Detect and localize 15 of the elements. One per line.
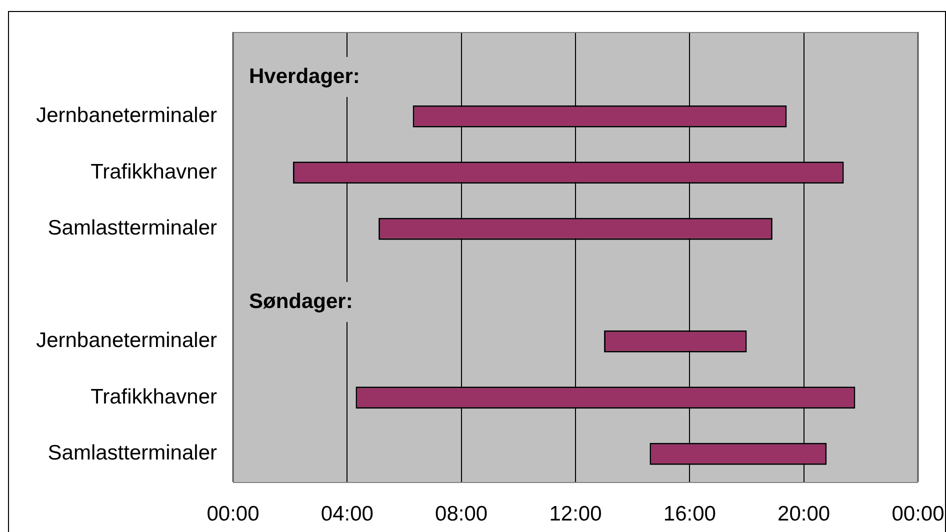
y-tick-label: Samlastterminaler	[48, 442, 217, 465]
y-tick-label: Trafikkhavner	[90, 160, 217, 184]
y-tick-label: Trafikkhavner	[90, 385, 217, 408]
y-tick-label: Jernbaneterminaler	[36, 104, 217, 128]
annotation: Søndager:	[249, 290, 353, 313]
x-tick-label: 00:00	[892, 502, 944, 526]
annotation: Hverdager:	[249, 64, 360, 88]
x-tick-label: 16:00	[663, 502, 716, 526]
x-tick-label: 00:00	[206, 502, 260, 526]
x-tick-label: 04:00	[320, 502, 374, 526]
x-tick-label: 20:00	[778, 502, 830, 526]
y-tick-label: Jernbaneterminaler	[36, 329, 217, 352]
y-tick-label: Samlastterminaler	[48, 216, 217, 240]
x-tick-label: 12:00	[549, 502, 602, 526]
x-tick-label: 08:00	[435, 502, 488, 526]
